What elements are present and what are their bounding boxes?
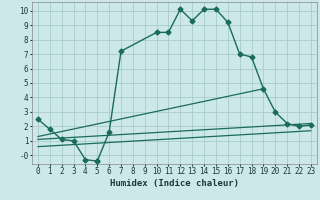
X-axis label: Humidex (Indice chaleur): Humidex (Indice chaleur)	[110, 179, 239, 188]
